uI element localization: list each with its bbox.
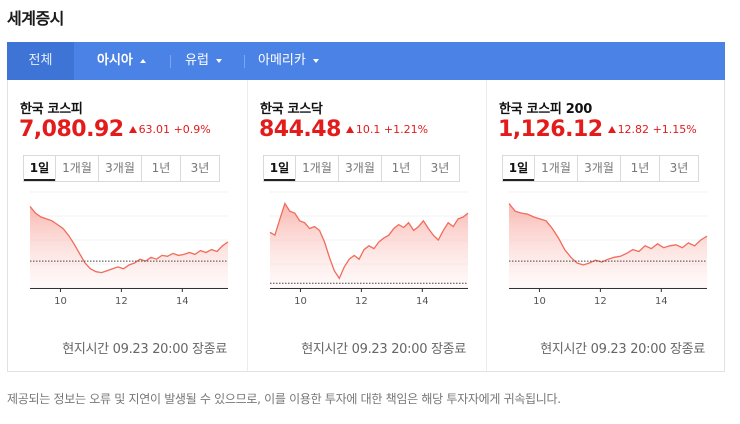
x-tick-label: 12 bbox=[115, 296, 128, 307]
x-tick-label: 14 bbox=[416, 296, 429, 307]
intraday-chart: 10 12 14 bbox=[29, 191, 229, 307]
index-change: 12.82 +1.15% bbox=[607, 123, 697, 136]
tab-asia-label: 아시아 bbox=[97, 53, 133, 68]
tab-asia[interactable]: 아시아 bbox=[97, 42, 146, 80]
period-3y[interactable]: 3년 bbox=[420, 156, 459, 181]
tab-divider bbox=[244, 55, 245, 68]
index-value-row: 1,126.12 12.82 +1.15% bbox=[498, 117, 697, 142]
x-tick-label: 10 bbox=[54, 296, 67, 307]
period-3m[interactable]: 3개월 bbox=[577, 156, 620, 181]
up-triangle-icon bbox=[345, 126, 354, 133]
local-time: 현지시간 09.23 20:00 장종료 bbox=[62, 342, 227, 357]
tab-all-label: 전체 bbox=[28, 53, 53, 68]
x-tick-label: 10 bbox=[533, 296, 546, 307]
tab-europe-label: 유럽 bbox=[185, 53, 209, 68]
x-tick-label: 12 bbox=[594, 296, 607, 307]
period-tabs: 1일 1개월 3개월 1년 3년 bbox=[23, 155, 220, 182]
index-name[interactable]: 한국 코스피 200 bbox=[499, 102, 592, 117]
disclaimer-text: 제공되는 정보는 오류 및 지연이 발생될 수 있으므로, 이를 이용한 투자에… bbox=[7, 392, 561, 406]
index-name[interactable]: 한국 코스피 bbox=[20, 102, 83, 117]
chart-line bbox=[269, 201, 469, 280]
period-1y[interactable]: 1년 bbox=[381, 156, 420, 181]
intraday-chart: 10 12 14 bbox=[508, 191, 708, 307]
tab-america-label: 아메리카 bbox=[258, 53, 306, 68]
index-panel: 한국 코스피 7,080.92 63.01 +0.9% 1일 1개월 3개월 1년… bbox=[7, 80, 725, 372]
period-3y[interactable]: 3년 bbox=[180, 156, 219, 181]
period-3y[interactable]: 3년 bbox=[659, 156, 698, 181]
period-1m[interactable]: 1개월 bbox=[55, 156, 98, 181]
period-1d[interactable]: 1일 bbox=[264, 156, 295, 181]
x-tick-label: 12 bbox=[355, 296, 368, 307]
tab-europe[interactable]: 유럽 bbox=[185, 42, 222, 80]
index-value: 844.48 bbox=[259, 117, 341, 142]
x-tick-label: 10 bbox=[294, 296, 307, 307]
up-triangle-icon bbox=[128, 126, 137, 133]
index-value-row: 844.48 10.1 +1.21% bbox=[259, 117, 428, 142]
caret-up-icon bbox=[139, 58, 146, 63]
x-tick-label: 14 bbox=[176, 296, 189, 307]
tab-divider bbox=[170, 55, 171, 68]
index-card-kospi200: 한국 코스피 200 1,126.12 12.82 +1.15% 1일 1개월 3… bbox=[486, 80, 725, 371]
period-tabs: 1일 1개월 3개월 1년 3년 bbox=[263, 155, 460, 182]
local-time: 현지시간 09.23 20:00 장종료 bbox=[540, 342, 705, 357]
index-card-kospi: 한국 코스피 7,080.92 63.01 +0.9% 1일 1개월 3개월 1년… bbox=[8, 80, 247, 371]
index-change: 10.1 +1.21% bbox=[345, 123, 429, 136]
intraday-chart: 10 12 14 bbox=[269, 191, 469, 307]
period-1y[interactable]: 1년 bbox=[141, 156, 180, 181]
tab-america[interactable]: 아메리카 bbox=[258, 42, 319, 80]
local-time: 현지시간 09.23 20:00 장종료 bbox=[301, 342, 466, 357]
index-name[interactable]: 한국 코스닥 bbox=[260, 102, 323, 117]
period-1d[interactable]: 1일 bbox=[24, 156, 55, 181]
region-tab-bar: 전체 아시아 유럽 아메리카 bbox=[7, 42, 725, 80]
period-1m[interactable]: 1개월 bbox=[295, 156, 338, 181]
up-triangle-icon bbox=[607, 126, 616, 133]
period-3m[interactable]: 3개월 bbox=[98, 156, 141, 181]
period-3m[interactable]: 3개월 bbox=[338, 156, 381, 181]
change-percent: +1.21% bbox=[383, 123, 429, 136]
change-percent: +1.15% bbox=[652, 123, 697, 136]
page-title: 세계증시 bbox=[7, 9, 64, 28]
change-percent: +0.9% bbox=[173, 123, 211, 136]
period-tabs: 1일 1개월 3개월 1년 3년 bbox=[502, 155, 699, 182]
period-1d[interactable]: 1일 bbox=[503, 156, 534, 181]
chart-area bbox=[509, 203, 707, 288]
index-change: 63.01 +0.9% bbox=[128, 123, 211, 136]
index-value: 1,126.12 bbox=[498, 117, 603, 142]
chart-line bbox=[29, 205, 229, 274]
chart-area bbox=[30, 206, 228, 288]
period-1m[interactable]: 1개월 bbox=[534, 156, 577, 181]
caret-down-icon bbox=[215, 58, 222, 63]
change-amount: 63.01 bbox=[138, 123, 171, 136]
tab-all[interactable]: 전체 bbox=[7, 42, 74, 80]
caret-down-icon bbox=[312, 58, 319, 63]
change-amount: 10.1 bbox=[355, 123, 381, 136]
index-card-kosdaq: 한국 코스닥 844.48 10.1 +1.21% 1일 1개월 3개월 1년 3… bbox=[247, 80, 486, 371]
period-1y[interactable]: 1년 bbox=[620, 156, 659, 181]
index-value: 7,080.92 bbox=[19, 117, 124, 142]
change-amount: 12.82 bbox=[617, 123, 650, 136]
chart-line bbox=[508, 203, 708, 266]
x-tick-label: 14 bbox=[655, 296, 668, 307]
chart-area bbox=[270, 203, 468, 288]
index-value-row: 7,080.92 63.01 +0.9% bbox=[19, 117, 211, 142]
